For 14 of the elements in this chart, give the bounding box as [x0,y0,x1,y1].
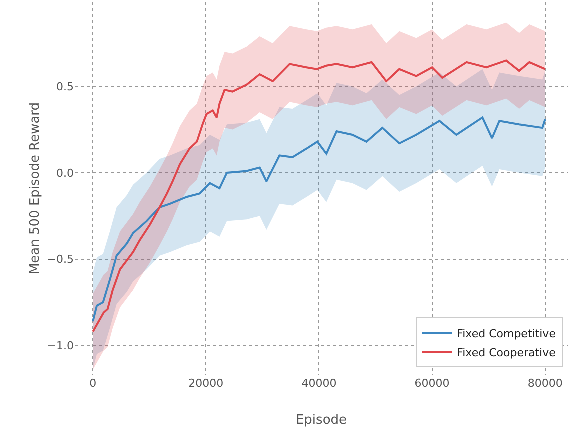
x-tick-label: 40000 [302,377,337,390]
y-tick-label: −1.0 [47,339,74,352]
y-axis-title: Mean 500 Episode Reward [28,102,43,275]
x-tick-label: 0 [90,377,97,390]
line-series [92,116,546,322]
x-tick-label: 80000 [528,377,563,390]
legend-label: Fixed Cooperative [457,346,556,360]
legend-label: Fixed Competitive [457,327,556,340]
y-tick-label: −0.5 [47,253,74,266]
x-axis-title: Episode [296,413,348,428]
x-tick-label: 60000 [414,377,450,390]
y-tick-label: 0.5 [56,80,74,94]
y-tick-label: 0.0 [56,166,74,180]
x-tick-label: 20000 [188,377,224,390]
